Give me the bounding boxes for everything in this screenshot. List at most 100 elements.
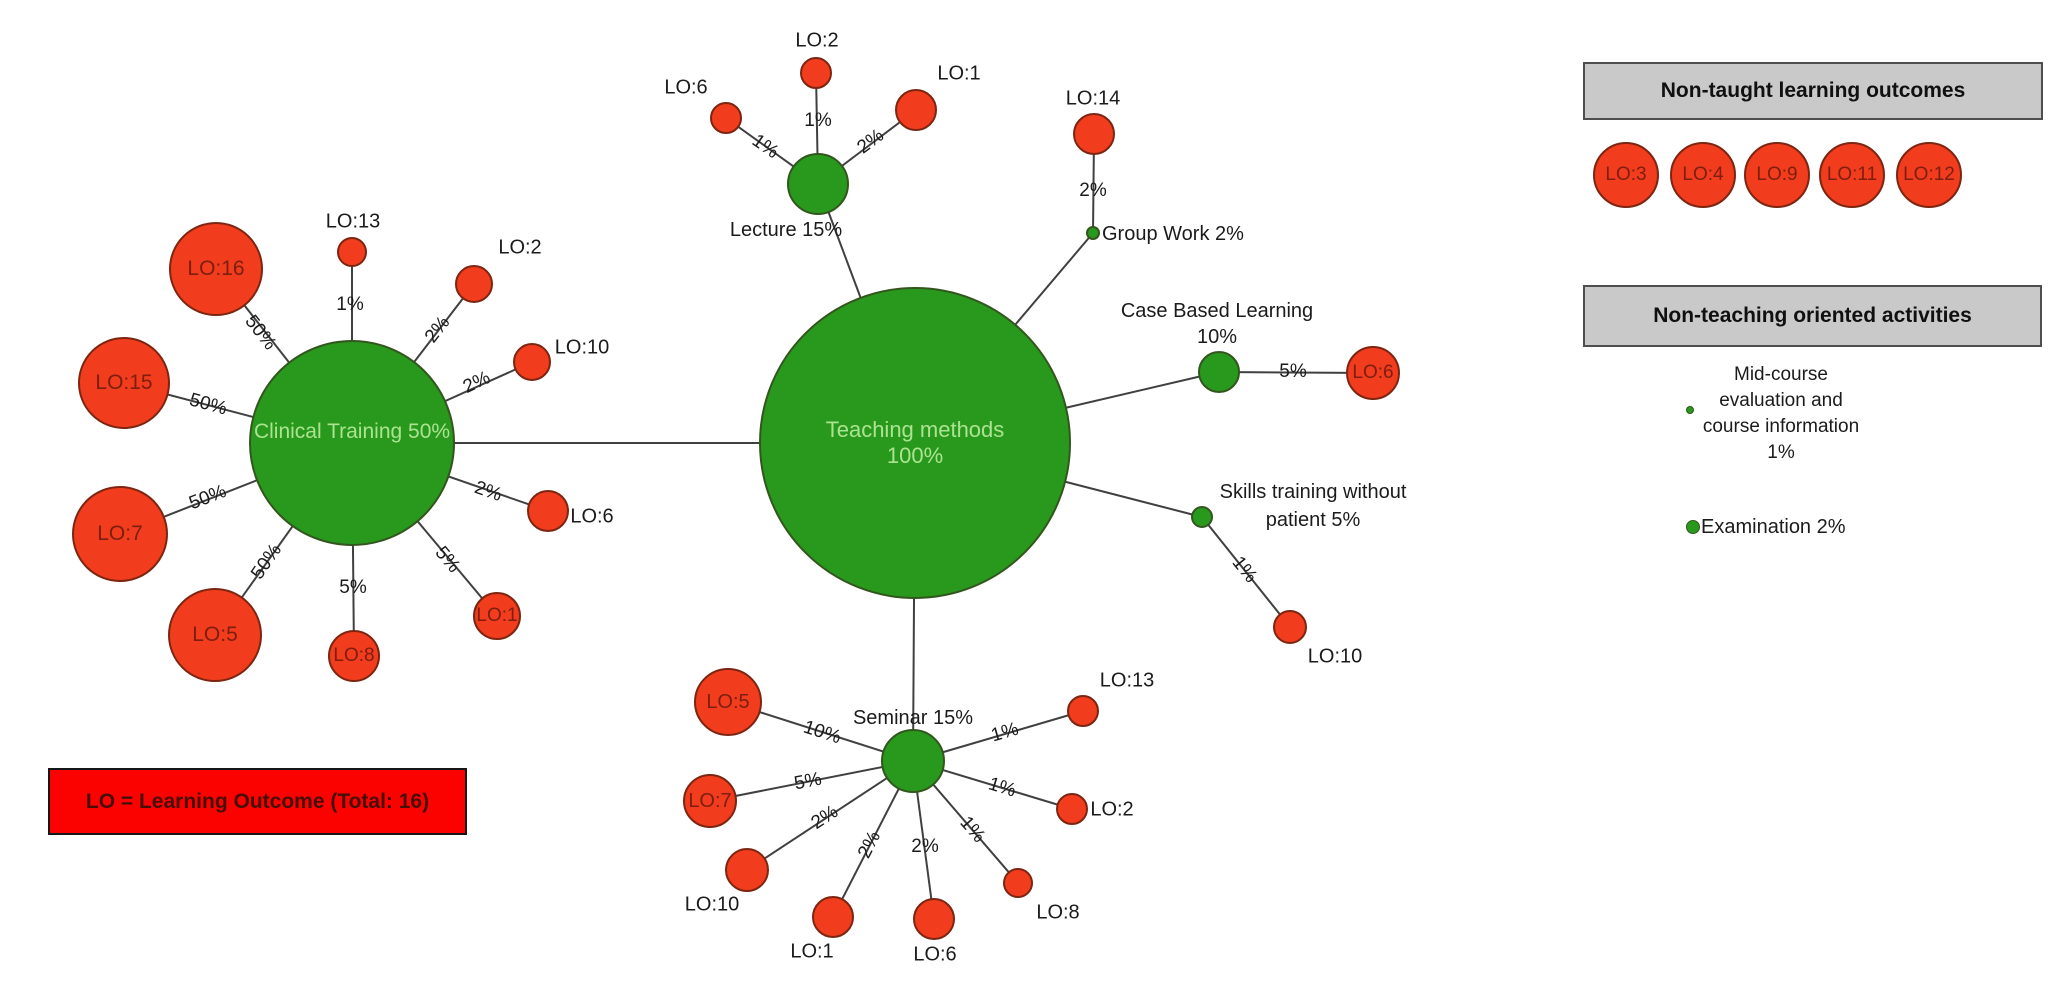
clinical-training-label: Clinical Training 50% (253, 420, 451, 443)
node-group-work-dot (1086, 226, 1100, 240)
clinical-lo15-label: LO:15 (95, 371, 153, 395)
node-legend-lo4: LO:4 (1670, 142, 1736, 208)
skills-training-label-line2: patient 5% (1265, 509, 1361, 531)
mid-course-label: Mid-course evaluation and course informa… (1703, 362, 1859, 466)
legend-non-taught-title: Non-taught learning outcomes (1660, 79, 1966, 102)
edge (709, 760, 914, 802)
legend-non-teaching-header: Non-teaching oriented activities (1583, 285, 2042, 347)
edge-label-case-based-lo6: 5% (1279, 361, 1307, 382)
node-lecture-lo6 (710, 102, 742, 134)
seminar-lo5-label: LO:5 (706, 691, 750, 713)
edge-label-group-work-lo14: 2% (1079, 180, 1107, 201)
node-seminar-lo2 (1056, 793, 1088, 825)
clinical-lo16-label: LO:16 (187, 257, 245, 281)
node-clinical-lo13 (337, 237, 367, 267)
legend-non-taught-header: Non-taught learning outcomes (1583, 62, 2043, 120)
clinical-lo1-label: LO:1 (476, 604, 518, 626)
legend-lo9-label: LO:9 (1756, 163, 1798, 185)
legend-non-teaching-title: Non-teaching oriented activities (1653, 304, 1972, 327)
clinical-lo7-label: LO:7 (97, 522, 143, 546)
node-clinical-lo7: LO:7 (72, 486, 168, 582)
node-legend-lo11: LO:11 (1819, 142, 1885, 208)
edge-label-seminar-lo6: 2% (911, 836, 939, 857)
mid-course-label-line3: course information (1702, 416, 1860, 437)
seminar-lo7-label: LO:7 (688, 790, 732, 812)
edge (1201, 516, 1291, 628)
lecture-lo1-label: LO:1 (937, 62, 981, 85)
node-clinical-lo10 (513, 343, 551, 381)
seminar-lo8-label: LO:8 (1036, 901, 1080, 924)
case-based-learning-label: Case Based Learning 10% (1121, 298, 1313, 350)
node-skills-training-dot (1191, 506, 1213, 528)
seminar-lo13-label: LO:13 (1099, 669, 1155, 692)
node-seminar-lo1 (812, 896, 854, 938)
seminar-label: Seminar 15% (852, 707, 974, 729)
seminar-lo10-label: LO:10 (684, 893, 740, 916)
skills-training-label: Skills training without patient 5% (1220, 478, 1407, 534)
node-legend-lo9: LO:9 (1744, 142, 1810, 208)
mid-course-label-line2: evaluation and (1719, 390, 1843, 411)
legend-lo12-label: LO:12 (1903, 163, 1955, 185)
mid-course-label-line1: Mid-course (1734, 364, 1828, 385)
clinical-lo13-label: LO:13 (325, 210, 381, 233)
case-based-lo6-label: LO:6 (1352, 361, 1394, 383)
edge (746, 760, 914, 871)
node-mid-course-dot (1686, 406, 1694, 414)
node-seminar-lo6 (913, 898, 955, 940)
note-text: LO = Learning Outcome (Total: 16) (85, 789, 430, 813)
node-case-based-lo6: LO:6 (1346, 346, 1400, 400)
edge-label-clinical-lo8: 5% (339, 577, 367, 598)
lecture-lo2-label: LO:2 (795, 29, 839, 52)
node-group-work-lo14 (1073, 113, 1115, 155)
legend-lo4-label: LO:4 (1682, 163, 1724, 185)
lecture-label: Lecture 15% (729, 219, 843, 241)
node-clinical-lo5: LO:5 (168, 588, 262, 682)
node-seminar-lo5: LO:5 (694, 668, 762, 736)
node-legend-lo12: LO:12 (1896, 142, 1962, 208)
node-seminar-lo10 (725, 848, 769, 892)
mid-course-label-line4: 1% (1767, 442, 1795, 463)
clinical-lo10-label: LO:10 (554, 336, 610, 359)
note-box: LO = Learning Outcome (Total: 16) (48, 768, 467, 835)
node-case-based-learning (1198, 351, 1240, 393)
node-lecture-lo1 (895, 89, 937, 131)
node-lecture-lo2 (800, 57, 832, 89)
teaching-methods-label-line2: 100% (886, 443, 944, 468)
seminar-lo2-label: LO:2 (1090, 798, 1134, 821)
node-clinical-lo6 (527, 490, 569, 532)
clinical-lo5-label: LO:5 (192, 623, 238, 647)
skills-lo10-label: LO:10 (1307, 645, 1363, 668)
node-seminar-lo13 (1067, 695, 1099, 727)
node-seminar-lo8 (1003, 868, 1033, 898)
node-lecture (787, 153, 849, 215)
node-seminar-lo7: LO:7 (683, 774, 737, 828)
node-clinical-training (249, 340, 455, 546)
group-work-label: Group Work 2% (1102, 223, 1244, 245)
node-clinical-lo1: LO:1 (473, 592, 521, 640)
clinical-lo2-label: LO:2 (498, 236, 542, 259)
case-based-learning-label-line2: 10% (1196, 326, 1238, 348)
examination-label: Examination 2% (1701, 516, 1846, 538)
node-examination-dot (1686, 520, 1700, 534)
seminar-lo6-label: LO:6 (913, 943, 957, 966)
group-work-lo14-label: LO:14 (1065, 87, 1121, 110)
legend-lo3-label: LO:3 (1605, 163, 1647, 185)
skills-training-label-line1: Skills training without (1219, 481, 1407, 503)
seminar-lo1-label: LO:1 (790, 940, 834, 963)
node-clinical-lo16: LO:16 (169, 222, 263, 316)
node-clinical-lo2 (455, 265, 493, 303)
clinical-lo8-label: LO:8 (333, 644, 375, 666)
node-clinical-lo15: LO:15 (78, 337, 170, 429)
node-clinical-lo8: LO:8 (328, 630, 380, 682)
teaching-methods-label-line1: Teaching methods (825, 417, 1005, 442)
node-legend-lo3: LO:3 (1593, 142, 1659, 208)
edge-label-clinical-lo13: 1% (336, 294, 364, 315)
lecture-lo6-label: LO:6 (664, 76, 708, 99)
case-based-learning-label-line1: Case Based Learning (1120, 300, 1314, 322)
node-teaching-methods: Teaching methods 100% (759, 287, 1071, 599)
legend-lo11-label: LO:11 (1826, 163, 1878, 185)
node-skills-lo10 (1273, 610, 1307, 644)
node-seminar (881, 729, 945, 793)
clinical-lo6-label: LO:6 (570, 505, 614, 528)
